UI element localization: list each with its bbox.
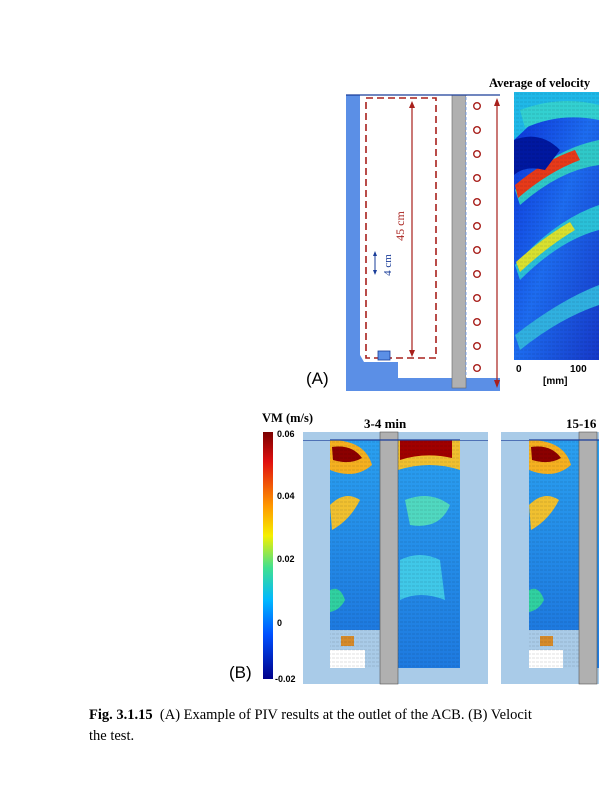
colorbar — [263, 432, 273, 679]
panel-a-tick-100: 100 — [570, 364, 587, 375]
figure-caption: Fig. 3.1.15 (A) Example of PIV results a… — [89, 705, 599, 747]
panel-b-sub-1 — [303, 431, 488, 685]
panel-a-axis: 0 100 [mm] — [516, 364, 587, 387]
panel-b: VM (m/s) 0.06 0.04 0.02 0 -0.02 — [229, 411, 599, 685]
caption-line-1: (A) Example of PIV results at the outlet… — [159, 707, 532, 723]
panel-a-piv-field — [514, 92, 599, 360]
panel-a-dim-gap: 4 cm — [382, 254, 394, 276]
panel-a: 45 cm 4 cm (A) — [306, 76, 599, 391]
panel-a-axis-unit: [mm] — [543, 376, 567, 387]
colorbar-tick-002: 0.02 — [277, 554, 295, 564]
panel-a-pier — [451, 94, 467, 389]
time-label-1: 3-4 min — [364, 416, 407, 431]
colorbar-tick-006: 0.06 — [277, 429, 295, 439]
colorbar-tick-neg002: -0.02 — [275, 674, 296, 684]
colorbar-tick-004: 0.04 — [277, 491, 295, 501]
panel-b-sub-2 — [501, 431, 599, 685]
panel-b-label: (B) — [229, 663, 252, 682]
panel-a-sensor-circles — [473, 101, 482, 373]
time-label-2: 15-16 — [566, 416, 597, 431]
panel-a-label: (A) — [306, 369, 329, 388]
panel-a-acb-block — [360, 95, 448, 378]
colorbar-title: VM (m/s) — [262, 411, 313, 425]
panel-a-dim-height: 45 cm — [393, 211, 407, 241]
panel-a-tick-0: 0 — [516, 364, 522, 375]
caption-number: Fig. 3.1.15 — [89, 707, 153, 723]
caption-line-2: the test. — [89, 728, 135, 744]
panel-a-measurement-box — [365, 97, 437, 359]
panel-a-title: Average of velocity — [489, 76, 591, 90]
colorbar-tick-0: 0 — [277, 618, 282, 628]
